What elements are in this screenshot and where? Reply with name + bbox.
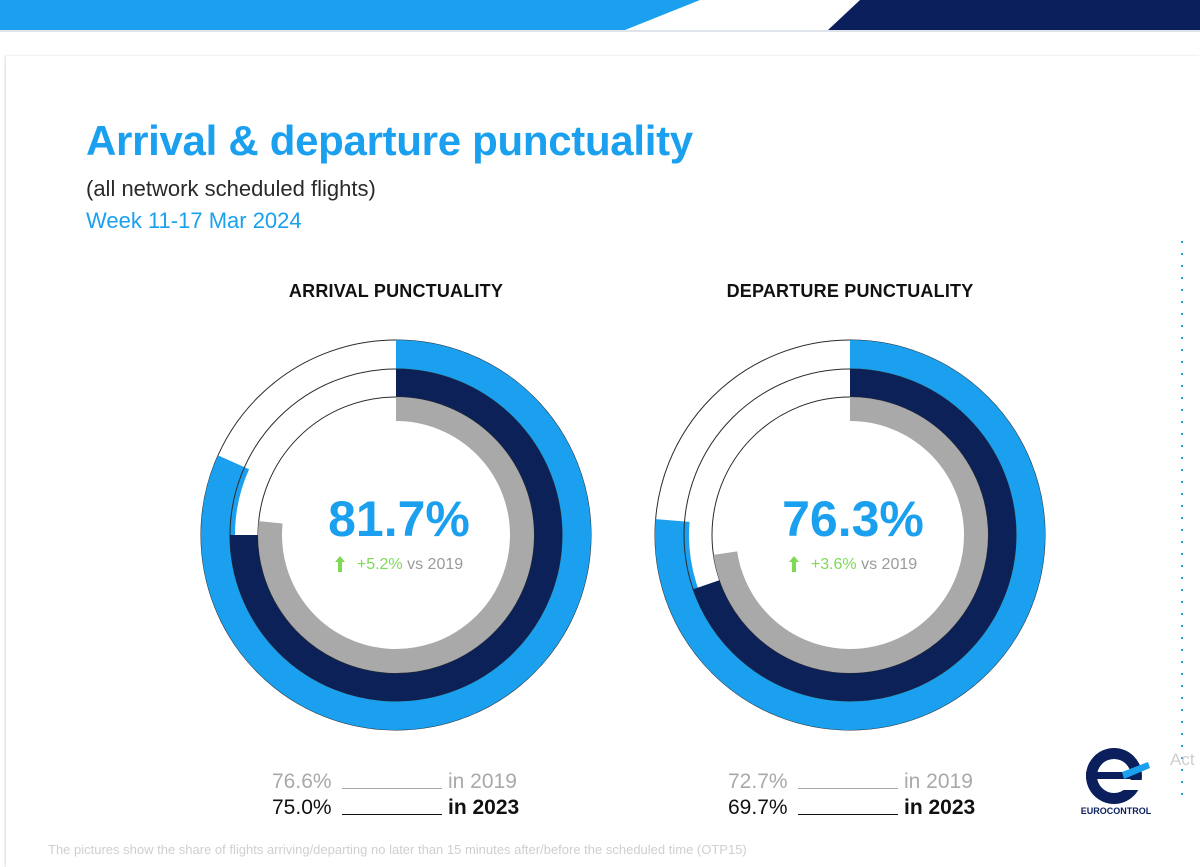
departure-chart-title: DEPARTURE PUNCTUALITY (726, 281, 974, 301)
page-subtitle: (all network scheduled flights) (86, 176, 376, 201)
departure-legend-2023-label: in 2023 (904, 796, 976, 819)
side-overlay-text: Act (1170, 750, 1195, 769)
eurocontrol-logo-icon (1086, 748, 1150, 804)
ring-arc-2024 (201, 340, 591, 730)
legend-leader-line (798, 814, 898, 815)
departure-center-value: 76.3% (782, 491, 924, 547)
departure-legend-2023-value: 69.7% (728, 796, 788, 819)
arrival-legend-2023-value: 75.0% (272, 796, 332, 819)
footnote: The pictures show the share of flights a… (48, 842, 747, 857)
arrival-legend-2019: 76.6% in 2019 (272, 770, 552, 796)
ring-arc-2019 (713, 397, 988, 673)
arrival-change-row: +5.2% vs 2019 (249, 556, 549, 574)
departure-change-suffix: vs 2019 (861, 556, 918, 573)
arrival-legend-2023-label: in 2023 (448, 796, 520, 819)
departure-legend-2019-value: 72.7% (728, 770, 788, 793)
ring-arc-2019 (258, 397, 534, 673)
ring-arc-2023 (230, 369, 562, 701)
page-title: Arrival & departure punctuality (86, 117, 693, 164)
top-banner (0, 0, 1200, 32)
trend-up-icon (334, 556, 345, 572)
ring-arc-2024 (655, 340, 1045, 730)
banner-blue-band (0, 0, 700, 30)
departure-change-value: +3.6% (810, 556, 857, 573)
departure-legend-2019-label: in 2019 (904, 770, 973, 793)
arrival-change-suffix: vs 2019 (407, 556, 464, 573)
trend-up-icon (788, 556, 799, 572)
arrival-legend-2023: 75.0% in 2023 (272, 796, 552, 822)
departure-legend-2023: 69.7% in 2023 (728, 796, 1008, 822)
banner-navy-band (828, 0, 1200, 30)
ring-arc-2023 (693, 369, 1016, 701)
arrival-legend-2019-value: 76.6% (272, 770, 332, 793)
legend-leader-line (342, 814, 442, 815)
departure-legend: 72.7% in 2019 69.7% in 2023 (728, 770, 1008, 822)
arrival-chart-title: ARRIVAL PUNCTUALITY (288, 281, 504, 301)
arrival-legend-2019-label: in 2019 (448, 770, 517, 793)
departure-donut-chart (654, 339, 1046, 731)
arrival-center-value: 81.7% (328, 491, 470, 547)
logo-text: EUROCONTROL (1080, 806, 1152, 816)
legend-leader-line (342, 788, 442, 789)
departure-legend-2019: 72.7% in 2019 (728, 770, 1008, 796)
departure-change-row: +3.6% vs 2019 (703, 556, 1003, 574)
arrival-donut-chart (200, 339, 592, 731)
side-dotted-line (1181, 236, 1183, 796)
legend-leader-line (798, 788, 898, 789)
arrival-legend: 76.6% in 2019 75.0% in 2023 (272, 770, 552, 822)
arrival-change-value: +5.2% (356, 556, 403, 573)
period-label: Week 11-17 Mar 2024 (86, 208, 302, 233)
